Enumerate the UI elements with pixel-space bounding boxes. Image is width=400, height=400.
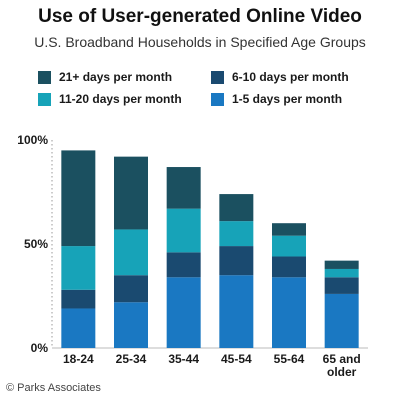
x-tick-label: 35-44 [168,352,199,366]
bar-segment [114,156,148,230]
chart-subtitle: U.S. Broadband Households in Specified A… [34,34,366,50]
chart-title: Use of User-generated Online Video [38,6,362,27]
x-tick-label: 25-34 [116,352,147,366]
y-tick-label: 50% [24,237,48,251]
bar-segment [61,246,96,290]
y-tick-label: 0% [31,341,49,355]
legend-item-21-plus: 21+ days per month [38,70,172,84]
bar-segment [219,221,254,247]
x-tick-label: 65 and [323,352,361,366]
bar-segment [324,268,359,278]
x-tick-label: older [327,365,357,379]
bar-segment [166,167,201,209]
bar-segment [219,194,254,222]
bar-segment [272,277,306,348]
legend-swatch [211,92,224,106]
legend-label: 1-5 days per month [232,92,343,106]
x-tick-label: 55-64 [274,352,305,366]
legend-item-6-10: 6-10 days per month [211,70,349,84]
x-tick-label: 18-24 [63,352,94,366]
legend-swatch [38,92,51,106]
bar-segment [219,246,254,276]
bar-segment [114,302,148,348]
bar-segment [114,275,148,303]
y-tick-label: 100% [17,133,48,147]
legend-item-1-5: 1-5 days per month [211,92,342,106]
bar-segment [61,308,96,348]
bar-segment [166,252,201,278]
bar-segment [166,208,201,253]
bar-segment [272,223,306,236]
legend-swatch [211,70,224,84]
bar-segment [114,229,148,276]
source-credit: © Parks Associates [6,382,101,394]
bar-segment [61,150,96,247]
legend-label: 21+ days per month [59,70,173,84]
bar-segment [324,293,359,348]
legend-item-11-20: 11-20 days per month [38,92,182,106]
bar-segment [324,277,359,294]
bar-segment [324,260,359,269]
legend-swatch [38,70,51,84]
bar-segment [219,275,254,348]
bar-segment [61,289,96,309]
legend-label: 6-10 days per month [232,70,349,84]
bar-segment [272,256,306,278]
legend-label: 11-20 days per month [59,92,182,106]
bar-segment [272,235,306,257]
x-tick-label: 45-54 [221,352,252,366]
bar-segment [166,277,201,348]
